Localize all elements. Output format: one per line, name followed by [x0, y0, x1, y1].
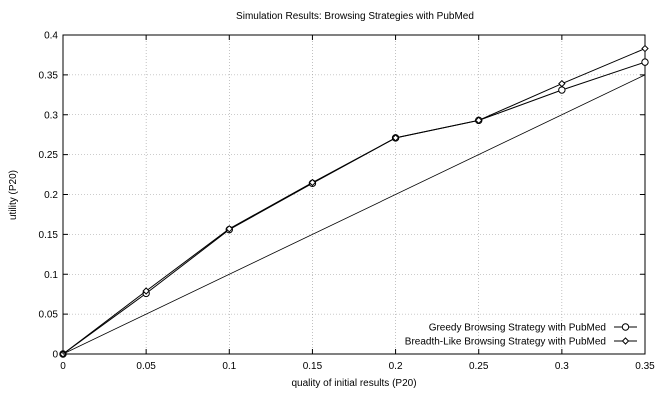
y-tick-label: 0.25 — [39, 150, 59, 161]
x-tick-label: 0.35 — [635, 361, 655, 372]
grid — [63, 35, 645, 354]
y-tick-label: 0.3 — [44, 110, 58, 121]
y-tick-label: 0.4 — [44, 31, 58, 42]
series-2 — [59, 44, 649, 358]
legend-label: Breadth-Like Browsing Strategy with PubM… — [405, 337, 606, 348]
x-tick-label: 0.05 — [136, 361, 156, 372]
data-point — [475, 116, 483, 125]
x-tick-label: 0.3 — [555, 361, 569, 372]
x-tick-label: 0.15 — [303, 361, 323, 372]
data-point — [558, 86, 566, 94]
data-point — [641, 58, 649, 66]
x-tick-label: 0.1 — [222, 361, 236, 372]
x-tick-label: 0.2 — [389, 361, 403, 372]
x-tick-label: 0 — [60, 361, 66, 372]
data-point — [391, 134, 400, 142]
y-tick-label: 0.05 — [39, 310, 59, 321]
y-tick-label: 0.2 — [44, 190, 58, 201]
y-tick-label: 0.35 — [39, 70, 59, 81]
data-point — [558, 79, 566, 88]
data-point — [308, 178, 317, 187]
reference-diagonal-line — [62, 74, 646, 355]
y-tick-label: 0 — [52, 350, 58, 361]
y-axis-title: utility (P20) — [8, 170, 19, 220]
x-tick-label: 0.25 — [469, 361, 489, 372]
x-axis-ticks: 0 0.05 0.1 0.15 0.2 0.25 0.3 0.35 — [60, 35, 655, 372]
y-tick-label: 0.1 — [44, 270, 58, 281]
series-line — [62, 61, 646, 355]
data-point — [641, 44, 649, 53]
data-point — [225, 225, 233, 233]
series-line — [62, 48, 646, 355]
x-axis-title: quality of initial results (P20) — [291, 378, 416, 389]
legend: Greedy Browsing Strategy with PubMed Brea… — [405, 323, 637, 348]
chart-title: Simulation Results: Browsing Strategies … — [236, 11, 474, 22]
data-point — [142, 287, 150, 295]
legend-marker — [621, 337, 630, 345]
legend-marker — [621, 323, 630, 331]
series-1 — [59, 58, 649, 358]
legend-label: Greedy Browsing Strategy with PubMed — [429, 323, 606, 334]
series-group — [59, 44, 649, 358]
y-tick-label: 0.15 — [39, 230, 59, 241]
y-axis-ticks: 0 0.05 0.1 0.15 0.2 0.25 0.3 0.35 0.4 — [39, 31, 645, 361]
